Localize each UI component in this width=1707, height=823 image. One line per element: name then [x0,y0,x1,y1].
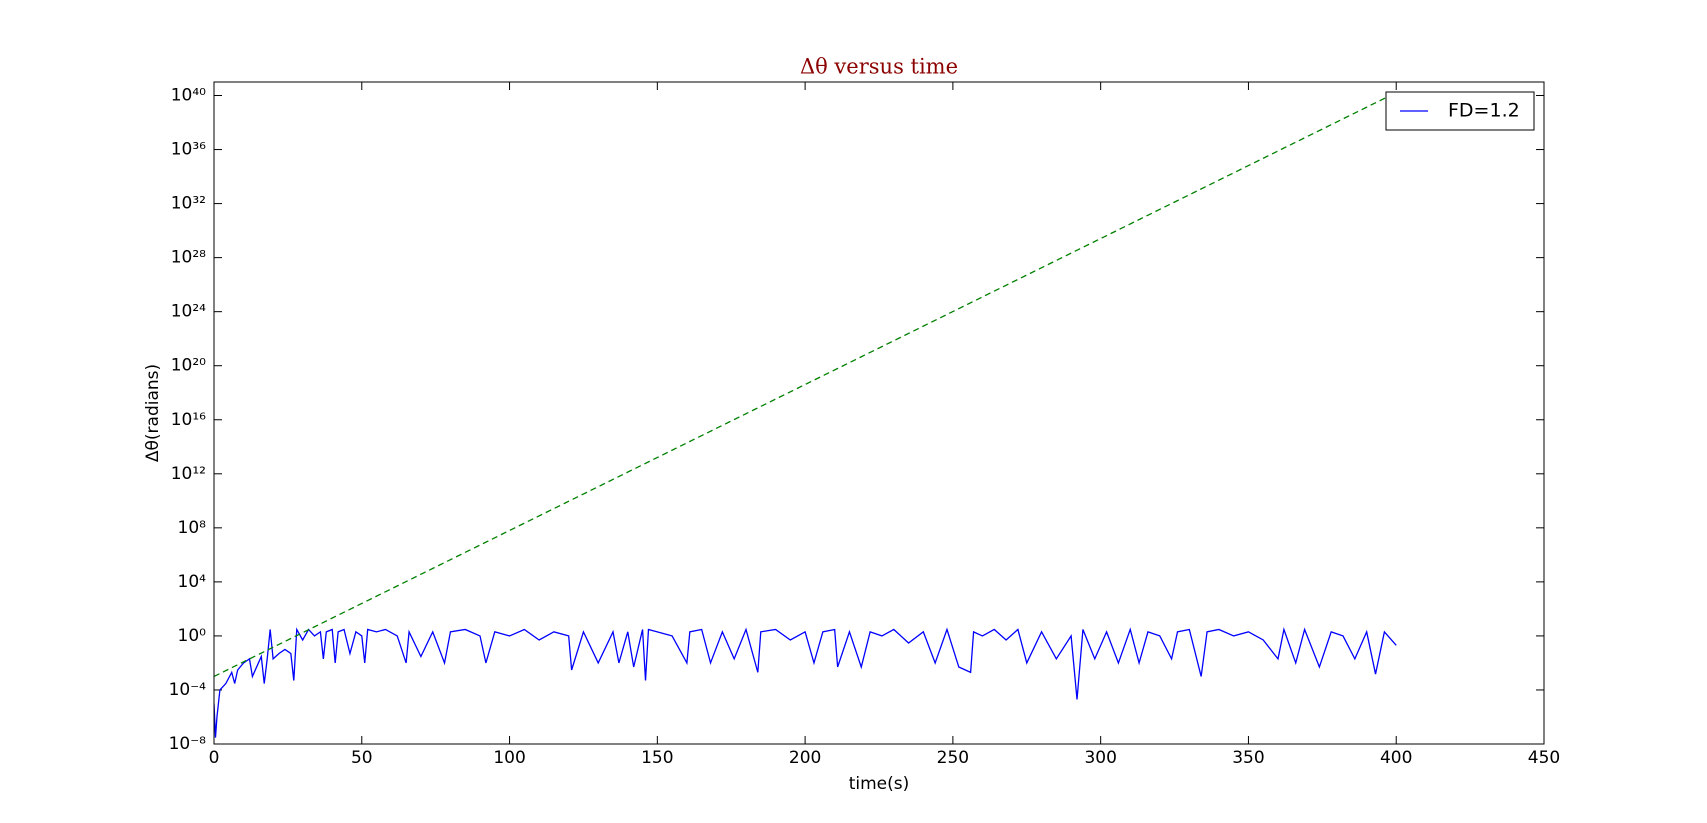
y-tick-label: 10¹⁶ [171,410,206,430]
x-tick-label: 450 [1528,748,1560,768]
legend-label: FD=1.2 [1448,100,1520,122]
x-tick-label: 100 [493,748,525,768]
y-tick-label: 10³² [171,194,206,214]
y-tick-label: 10¹² [171,464,206,484]
y-tick-label: 10²⁰ [171,356,206,376]
y-tick-label: 10⁻⁸ [169,734,207,754]
x-tick-label: 0 [209,748,220,768]
y-tick-label: 10⁴⁰ [171,86,206,106]
x-tick-label: 350 [1232,748,1264,768]
y-axis-label: Δθ(radians) [143,364,163,462]
y-tick-label: 10⁰ [178,626,207,646]
x-tick-label: 400 [1380,748,1412,768]
data-line [214,627,1397,738]
x-tick-label: 300 [1084,748,1116,768]
y-tick-label: 10²⁴ [171,302,206,322]
y-tick-label: 10⁴ [178,572,207,592]
x-axis-label: time(s) [849,774,910,794]
y-tick-label: 10³⁶ [171,140,206,160]
y-tick-label: 10⁸ [178,518,207,538]
y-tick-label: 10⁻⁴ [169,680,207,700]
x-tick-label: 50 [351,748,373,768]
x-tick-label: 150 [641,748,673,768]
x-tick-label: 200 [789,748,821,768]
x-tick-label: 250 [937,748,969,768]
chart-title: Δθ versus time [800,55,958,79]
data-line [214,94,1391,678]
plot-frame [213,81,1545,745]
y-tick-label: 10²⁸ [171,248,206,268]
